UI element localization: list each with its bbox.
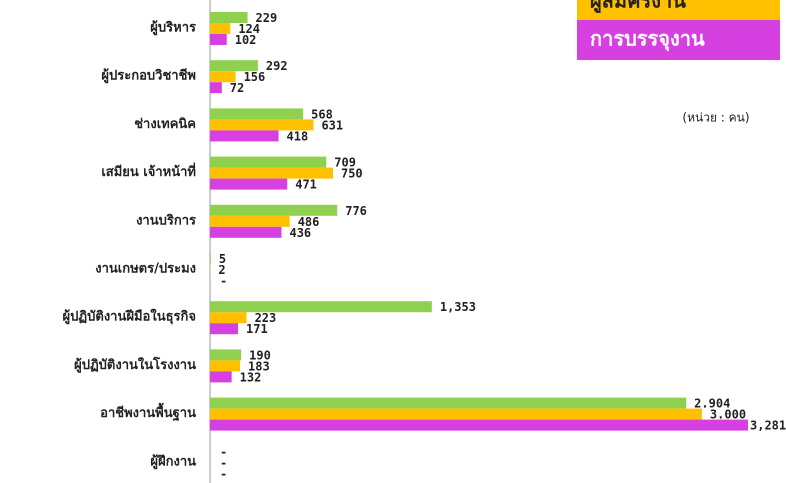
bar [210,12,248,23]
category-label: ผู้ปฏิบัติงานฝีมือในธุรกิจ [63,308,196,325]
value-label: 171 [246,322,268,336]
value-label: 156 [244,70,266,84]
value-label: 3.000 [710,408,746,422]
value-label: - [220,445,227,459]
value-label: - [220,274,227,288]
category-label: เสมียน เจ้าหน้าที่ [101,162,196,180]
value-label: 102 [235,33,257,47]
value-label: 418 [287,129,309,143]
legend-label: ผู้สมัครงาน [590,0,686,15]
bar [210,167,333,179]
value-label: 292 [266,59,288,73]
bar [210,108,304,120]
value-label: 229 [256,11,278,25]
category-label: งานบริการ [136,213,196,228]
value-label: 183 [248,359,270,373]
value-label: 471 [295,178,317,192]
bar [210,82,222,94]
value-label: 631 [321,118,343,132]
legend-swatch [577,0,780,20]
value-label: 124 [238,22,260,36]
bar [210,360,241,372]
bar [210,71,236,83]
bar [210,419,748,431]
value-label: 223 [255,311,277,325]
category-label: ผู้บริหาร [150,20,196,36]
value-label: 2.904 [694,397,730,411]
bar [210,34,227,45]
bar [210,371,232,383]
value-label: - [220,456,227,470]
bar [210,60,258,72]
bar [210,253,211,264]
bar [210,301,432,313]
value-label: 568 [311,107,333,121]
value-label: - [220,467,227,481]
bar [210,23,231,34]
category-label: อาชีพงานพื้นฐาน [100,402,196,422]
bar [210,323,239,335]
category-label: ช่างเทคนิค [134,117,196,132]
bar [210,408,702,420]
value-label: 486 [298,215,320,229]
value-label: 2 [218,263,225,277]
bar [210,178,288,190]
bar [210,119,314,131]
value-label: 436 [289,226,311,240]
bar [210,397,687,409]
value-label: 709 [334,156,356,170]
bar [210,349,242,361]
bar [210,204,338,216]
value-label: 3,281 [750,419,786,433]
category-label: ผู้ประกอบวิชาชีพ [101,68,196,84]
bar [210,130,279,142]
value-label: 72 [230,81,244,95]
value-label: 750 [341,167,363,181]
bar [210,312,247,324]
value-label: 132 [240,370,262,384]
category-label: ผู้ฝึกงาน [150,453,196,469]
value-label: 776 [345,204,367,218]
bar [210,215,290,227]
value-label: 1,353 [440,300,476,314]
bar [210,226,282,238]
category-label: ผู้ปฏิบัติงานในโรงงาน [74,356,196,373]
annotation: (หน่วย : คน) [682,111,749,125]
category-label: งานเกษตร/ประมง [95,262,196,277]
value-label: 190 [249,348,271,362]
legend-label: การบรรจุงาน [590,27,705,52]
bar [210,156,327,168]
legend-swatch [577,20,780,60]
value-label: 5 [219,252,226,266]
